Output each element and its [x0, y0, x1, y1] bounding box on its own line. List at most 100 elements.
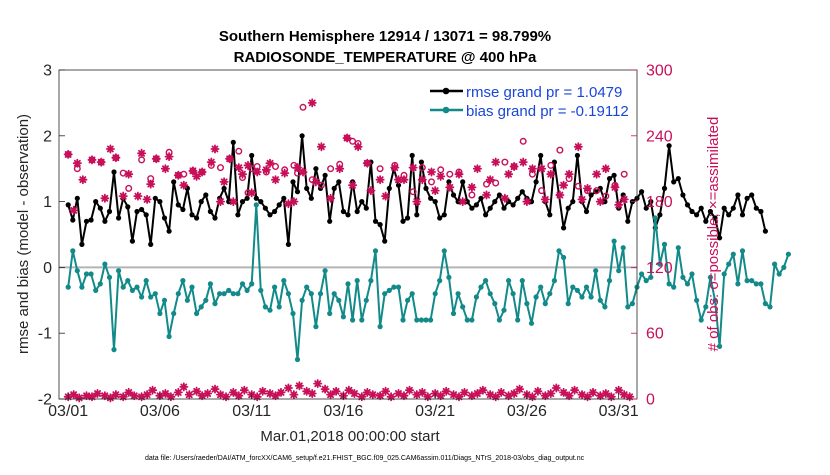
obs-assimilated-marker: [619, 194, 629, 204]
bias-point: [519, 278, 525, 284]
y-tick-label: -2: [38, 392, 52, 409]
bias-point: [501, 307, 507, 313]
obs-assimilated-marker: [467, 182, 477, 192]
y-tick-label: 2: [43, 128, 52, 145]
bias-point: [175, 291, 181, 297]
x-tick-label: 03/26: [507, 403, 547, 420]
bias-point: [70, 248, 76, 254]
bias-point: [166, 333, 172, 340]
bias-point: [322, 268, 328, 274]
legend: rmse grand pr = 1.0479 bias grand pr = -…: [427, 77, 635, 121]
obs-possible-marker: [519, 137, 527, 145]
obs-assimilated-marker: [307, 389, 317, 398]
y-tick-label: 3: [43, 63, 52, 80]
rmse-point: [405, 215, 411, 221]
bias-point: [97, 281, 103, 287]
bias-point: [359, 317, 365, 323]
obs-assimilated-marker: [216, 197, 225, 207]
obs-possible-marker: [574, 182, 582, 190]
rmse-point: [74, 195, 80, 201]
bias-point: [65, 284, 71, 290]
bias-point: [93, 287, 99, 293]
bias-point: [336, 297, 342, 303]
rmse-point: [171, 179, 177, 185]
rmse-point: [606, 176, 613, 182]
bias-point: [423, 317, 429, 323]
bias-point: [464, 317, 470, 323]
obs-assimilated-marker: [234, 391, 244, 401]
bias-point: [565, 301, 571, 307]
obs-assimilated-marker: [179, 382, 189, 392]
obs-possible-marker: [125, 184, 133, 192]
obs-assimilated-marker: [436, 391, 446, 401]
rmse-point: [239, 199, 246, 205]
rmse-point: [308, 195, 314, 201]
rmse-point: [721, 205, 727, 211]
rmse-point: [313, 166, 319, 172]
bias-point: [703, 304, 709, 310]
bias-point: [267, 307, 273, 313]
obs-possible-marker: [483, 180, 491, 188]
bias-point: [106, 274, 113, 280]
bias-point: [717, 343, 723, 349]
rmse-point: [441, 212, 447, 218]
obs-assimilated-marker: [577, 390, 587, 400]
bias-point: [391, 284, 397, 290]
bias-point: [450, 310, 457, 317]
rmse-point: [262, 205, 268, 211]
bias-point: [483, 278, 489, 284]
rmse-point: [533, 179, 539, 185]
rmse-point: [336, 179, 342, 185]
obs-assimilated-marker: [467, 391, 477, 401]
bias-point: [643, 278, 649, 284]
obs-assimilated-marker: [430, 186, 440, 196]
rmse-point: [455, 199, 461, 205]
bias-point: [639, 271, 645, 277]
y-tick-label: -1: [38, 326, 52, 343]
bias-point: [524, 301, 530, 307]
rmse-point: [671, 179, 677, 185]
rmse-point: [395, 182, 402, 188]
obs-assimilated-marker: [280, 168, 290, 178]
bias-point: [726, 261, 732, 267]
obs-assimilated-marker: [509, 162, 519, 171]
rmse-point: [657, 212, 663, 218]
obs-assimilated-marker: [601, 164, 611, 174]
rmse-point: [625, 218, 631, 224]
rmse-point: [267, 212, 273, 218]
bias-point: [180, 278, 186, 284]
tick-layer: -2 -1 0 1 2 3 0 60 120 180 240 300 03/01 03/06 03/11 03…: [38, 63, 673, 421]
rmse-point: [538, 152, 544, 159]
bias-point: [767, 304, 773, 310]
obs-assimilated-marker: [349, 389, 359, 398]
obs-possible-marker: [235, 147, 243, 155]
chart-title: Southern Hemisphere 12914 / 13071 = 98.7…: [219, 28, 551, 45]
rmse-point: [143, 212, 149, 218]
obs-assimilated-marker: [238, 169, 247, 179]
bias-point: [152, 291, 158, 297]
bias-point: [281, 278, 287, 284]
bias-point: [551, 278, 558, 284]
bias-point: [350, 317, 356, 323]
bias-point: [437, 278, 443, 284]
bias-point: [597, 297, 603, 303]
rmse-point: [340, 208, 346, 215]
bias-point: [345, 281, 351, 287]
bias-point: [414, 317, 420, 323]
rmse-point: [437, 215, 443, 221]
bias-point: [88, 271, 94, 277]
rmse-point: [93, 199, 99, 205]
bias-point: [547, 291, 553, 297]
obs-assimilated-marker: [271, 175, 280, 185]
obs-assimilated-marker: [454, 169, 464, 179]
bias-point: [327, 310, 333, 317]
rmse-point: [281, 195, 287, 201]
rmse-point: [221, 185, 227, 191]
rmse-point: [207, 208, 213, 215]
obs-assimilated-marker: [228, 387, 238, 397]
bias-point: [139, 294, 145, 300]
bias-point: [469, 317, 475, 323]
rmse-point: [680, 192, 686, 198]
bias-point: [83, 271, 90, 277]
obs-possible-marker: [446, 170, 454, 178]
